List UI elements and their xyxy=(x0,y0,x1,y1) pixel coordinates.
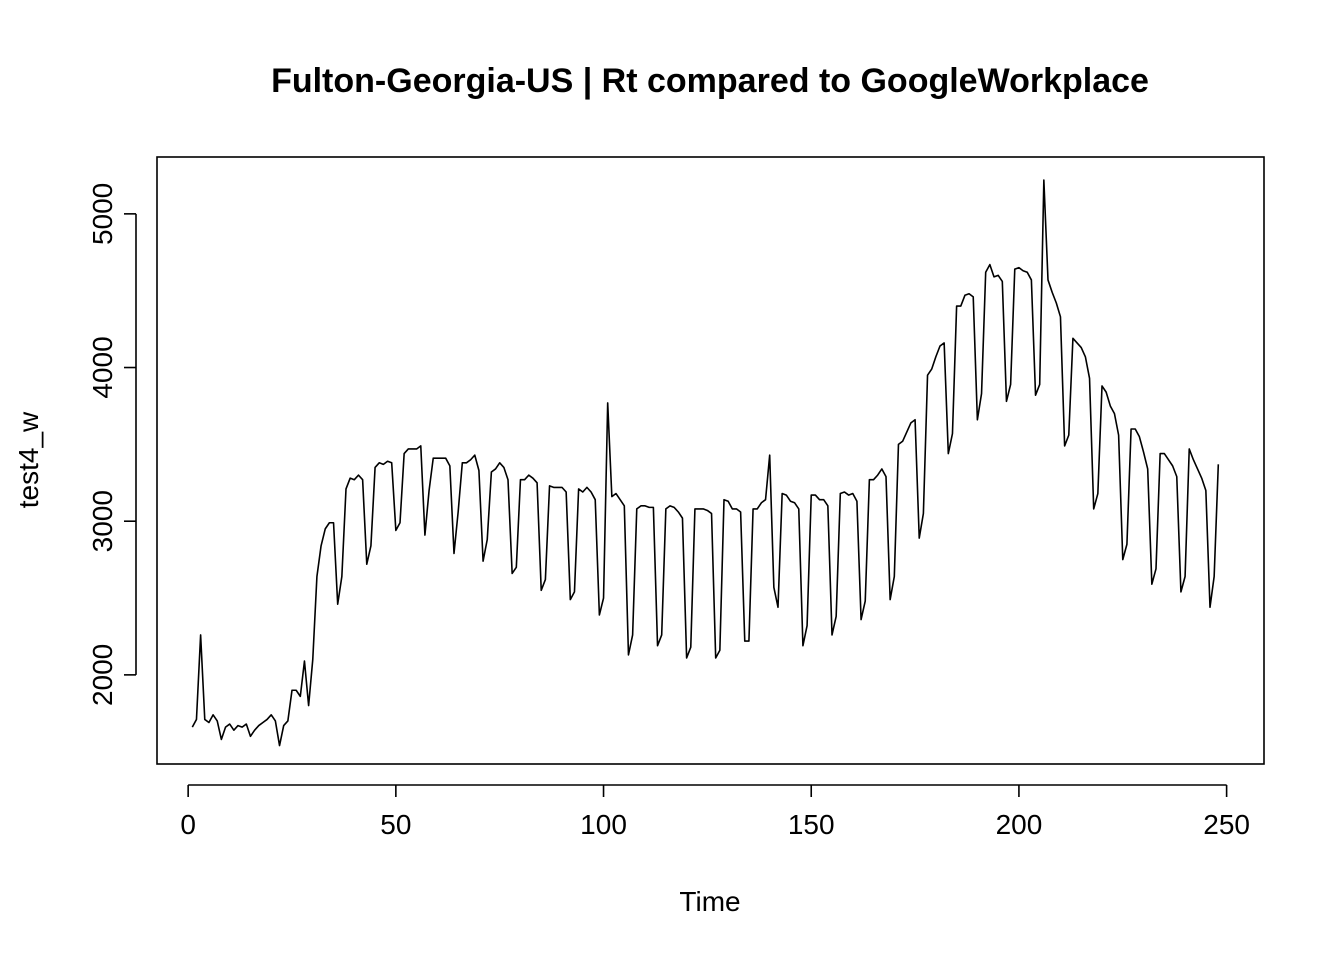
y-axis: 2000 3000 4000 5000 xyxy=(87,183,137,706)
x-tick-label: 50 xyxy=(380,809,411,840)
y-axis-label: test4_w xyxy=(13,411,44,508)
y-tick-label: 4000 xyxy=(87,336,118,398)
x-axis: 0 50 100 150 200 250 xyxy=(180,784,1250,840)
x-tick-label: 250 xyxy=(1203,809,1250,840)
x-axis-label: Time xyxy=(679,886,740,917)
y-tick-label: 3000 xyxy=(87,490,118,552)
y-tick-label: 5000 xyxy=(87,183,118,245)
series-line-0 xyxy=(191,179,1220,747)
x-tick-label: 100 xyxy=(580,809,627,840)
x-tick-label: 150 xyxy=(788,809,835,840)
series-layer xyxy=(191,179,1220,747)
x-tick-label: 0 xyxy=(180,809,196,840)
y-tick-label: 2000 xyxy=(87,644,118,706)
chart-title: Fulton-Georgia-US | Rt compared to Googl… xyxy=(271,62,1149,100)
plot-frame xyxy=(156,156,1265,765)
x-tick-label: 200 xyxy=(996,809,1043,840)
